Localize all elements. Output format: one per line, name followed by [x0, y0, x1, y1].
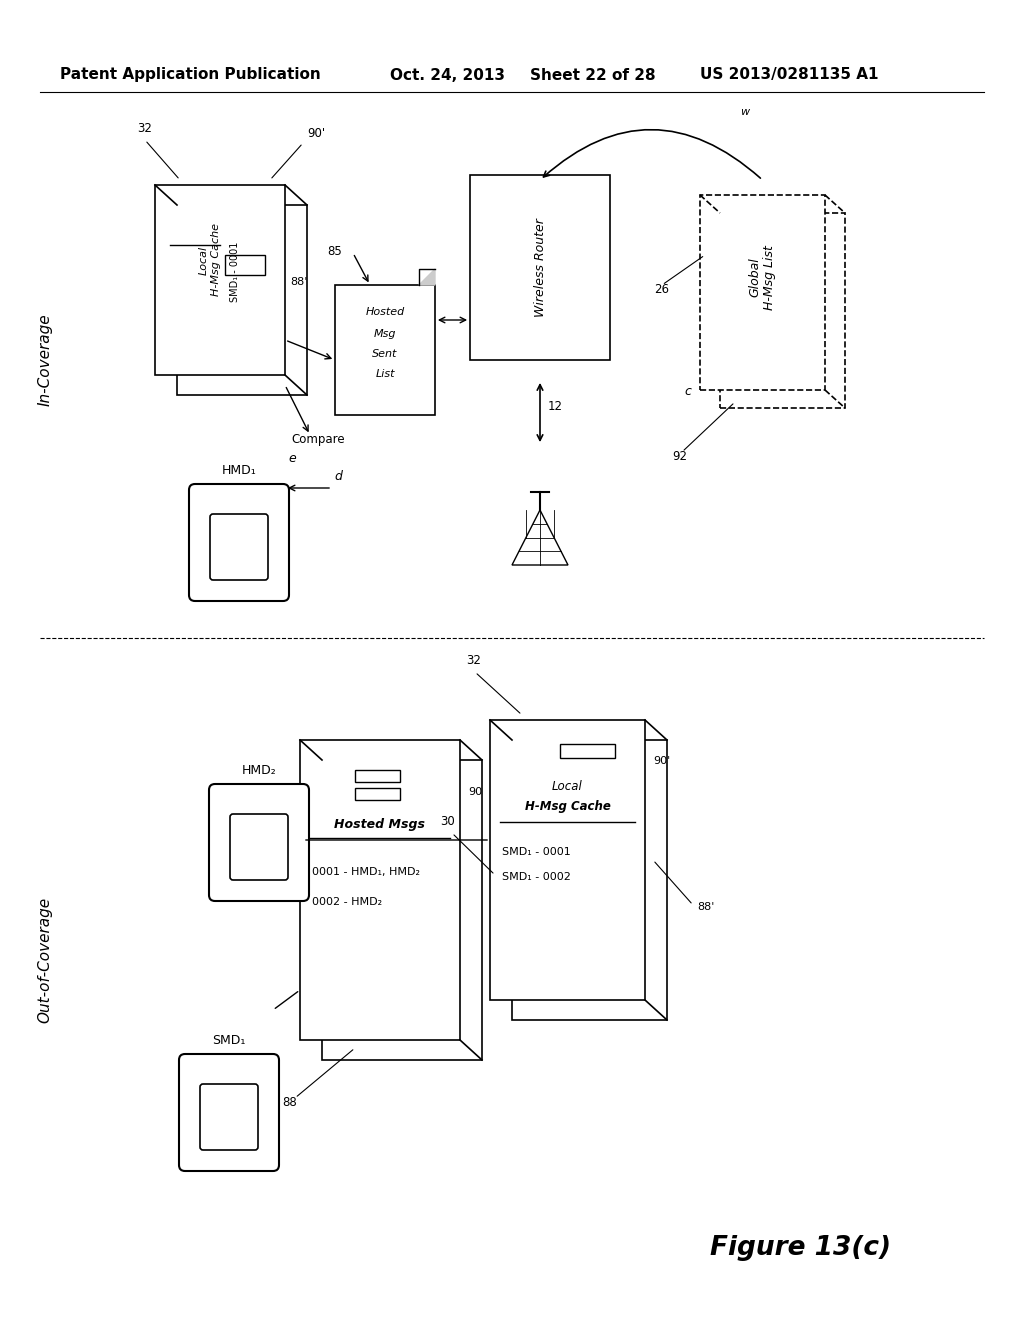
FancyBboxPatch shape — [470, 176, 610, 360]
Text: d: d — [334, 470, 342, 483]
Text: SMD₁ - 0001: SMD₁ - 0001 — [502, 847, 570, 857]
Text: 30: 30 — [440, 814, 455, 828]
FancyBboxPatch shape — [189, 484, 289, 601]
Text: Hosted Msgs: Hosted Msgs — [335, 818, 426, 832]
Text: 92: 92 — [672, 450, 687, 463]
Text: 85: 85 — [327, 246, 342, 257]
FancyBboxPatch shape — [720, 213, 845, 408]
Text: In-Coverage: In-Coverage — [38, 314, 52, 407]
Text: 0001 - HMD₁, HMD₂: 0001 - HMD₁, HMD₂ — [312, 867, 420, 876]
Text: Compare: Compare — [291, 433, 345, 446]
Text: Sent: Sent — [373, 348, 397, 359]
Text: 12: 12 — [548, 400, 563, 413]
Text: H-Msg Cache: H-Msg Cache — [524, 800, 610, 813]
FancyBboxPatch shape — [322, 760, 482, 1060]
Text: 88': 88' — [290, 277, 307, 286]
Text: 90': 90' — [307, 127, 326, 140]
FancyBboxPatch shape — [355, 788, 400, 800]
Text: Sheet 22 of 28: Sheet 22 of 28 — [530, 67, 655, 82]
Text: HMD₂: HMD₂ — [242, 764, 276, 777]
FancyBboxPatch shape — [225, 255, 265, 275]
Polygon shape — [419, 269, 435, 285]
FancyBboxPatch shape — [355, 770, 400, 781]
FancyBboxPatch shape — [300, 741, 460, 1040]
Text: Out-of-Coverage: Out-of-Coverage — [38, 896, 52, 1023]
Text: SMD₁ - 0001: SMD₁ - 0001 — [230, 242, 240, 302]
Text: SMD₁ - 0002: SMD₁ - 0002 — [502, 873, 570, 882]
FancyBboxPatch shape — [490, 719, 645, 1001]
Text: Global
H-Msg List: Global H-Msg List — [749, 246, 776, 310]
Text: HMD₁: HMD₁ — [221, 465, 256, 477]
FancyBboxPatch shape — [230, 814, 288, 880]
Text: Local
H-Msg Cache: Local H-Msg Cache — [200, 223, 221, 297]
Text: Msg: Msg — [374, 329, 396, 339]
Text: 32: 32 — [466, 653, 481, 667]
Text: Oct. 24, 2013: Oct. 24, 2013 — [390, 67, 505, 82]
Text: 88: 88 — [282, 1096, 297, 1109]
Text: c: c — [685, 385, 691, 399]
FancyBboxPatch shape — [700, 195, 825, 389]
FancyBboxPatch shape — [200, 1084, 258, 1150]
Text: 26: 26 — [654, 282, 669, 296]
FancyBboxPatch shape — [512, 741, 667, 1020]
Text: Wireless Router: Wireless Router — [534, 218, 547, 317]
Text: Figure 13(c): Figure 13(c) — [710, 1236, 891, 1261]
Text: Hosted: Hosted — [366, 308, 404, 317]
Text: Local: Local — [552, 780, 583, 793]
Text: 88': 88' — [697, 902, 715, 912]
Text: w: w — [740, 107, 750, 117]
Text: US 2013/0281135 A1: US 2013/0281135 A1 — [700, 67, 879, 82]
Text: e: e — [288, 451, 296, 465]
FancyBboxPatch shape — [209, 784, 309, 902]
FancyBboxPatch shape — [177, 205, 307, 395]
FancyBboxPatch shape — [179, 1053, 279, 1171]
Text: 90: 90 — [468, 787, 482, 797]
Text: Patent Application Publication: Patent Application Publication — [60, 67, 321, 82]
FancyBboxPatch shape — [335, 285, 435, 414]
FancyBboxPatch shape — [155, 185, 285, 375]
FancyBboxPatch shape — [210, 513, 268, 579]
Text: List: List — [375, 370, 394, 379]
Text: 32: 32 — [137, 121, 152, 135]
Text: SMD₁: SMD₁ — [212, 1034, 246, 1047]
Text: 90': 90' — [653, 756, 671, 766]
Text: 0002 - HMD₂: 0002 - HMD₂ — [312, 898, 382, 907]
FancyBboxPatch shape — [560, 744, 615, 758]
